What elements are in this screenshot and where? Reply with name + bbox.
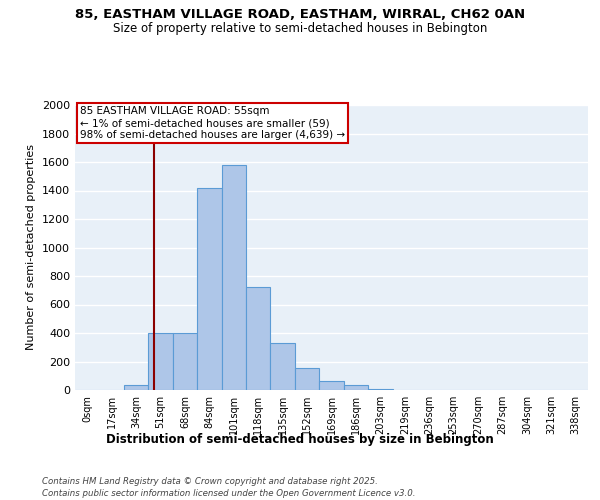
Y-axis label: Number of semi-detached properties: Number of semi-detached properties <box>26 144 37 350</box>
Bar <box>148 333 173 390</box>
Text: Distribution of semi-detached houses by size in Bebington: Distribution of semi-detached houses by … <box>106 432 494 446</box>
Text: Contains HM Land Registry data © Crown copyright and database right 2025.
Contai: Contains HM Land Registry data © Crown c… <box>42 476 415 498</box>
Bar <box>173 333 197 390</box>
Bar <box>124 385 148 390</box>
Text: 85 EASTHAM VILLAGE ROAD: 55sqm
← 1% of semi-detached houses are smaller (59)
98%: 85 EASTHAM VILLAGE ROAD: 55sqm ← 1% of s… <box>80 106 345 140</box>
Bar <box>246 288 271 390</box>
Bar <box>271 343 295 390</box>
Bar <box>344 385 368 390</box>
Bar <box>197 188 221 390</box>
Bar <box>319 382 344 390</box>
Bar <box>221 165 246 390</box>
Bar <box>295 368 319 390</box>
Text: 85, EASTHAM VILLAGE ROAD, EASTHAM, WIRRAL, CH62 0AN: 85, EASTHAM VILLAGE ROAD, EASTHAM, WIRRA… <box>75 8 525 20</box>
Text: Size of property relative to semi-detached houses in Bebington: Size of property relative to semi-detach… <box>113 22 487 35</box>
